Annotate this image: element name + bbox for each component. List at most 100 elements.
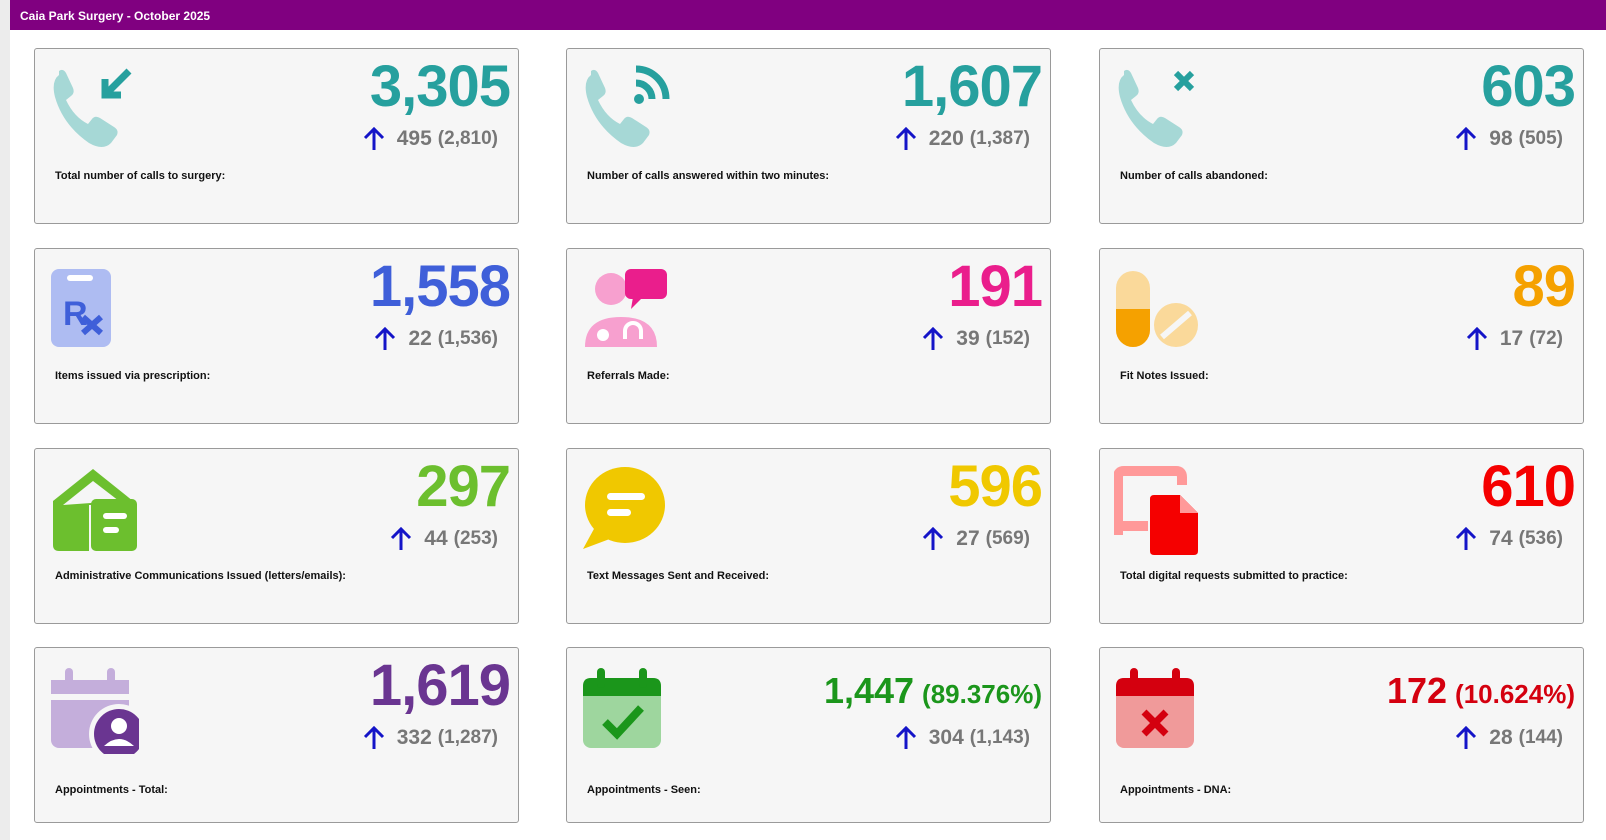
card-icon (585, 65, 670, 147)
value-number: 3,305 (369, 54, 511, 119)
card-label: Administrative Communications Issued (le… (55, 570, 346, 582)
stat-value: 1,447 (89.376%) (824, 670, 1042, 712)
previous-value: (2,810) (437, 128, 498, 149)
card-icon (1116, 668, 1194, 748)
previous-value: (505) (1518, 128, 1563, 149)
stat-card: 603 98 (505) Number of calls abandoned: (1099, 48, 1584, 224)
value-percent: (89.376%) (922, 679, 1042, 709)
change-row: 27 (569) (922, 527, 1030, 551)
card-icon (1118, 69, 1195, 147)
up-arrow (363, 127, 384, 150)
up-arrow (363, 726, 384, 749)
change-value: 220 (928, 127, 964, 150)
value-number: 1,619 (369, 653, 511, 718)
change-row: 28 (144) (1455, 726, 1563, 750)
up-arrow (1466, 327, 1487, 350)
card-label: Appointments - DNA: (1120, 784, 1232, 796)
change-value: 39 (956, 327, 980, 350)
value-percent: (10.624%) (1455, 679, 1575, 709)
card-label: Appointments - Seen: (587, 784, 701, 796)
stat-card: 1,447 (89.376%) 304 (1,143) Appointments - S… (566, 647, 1051, 823)
change-value: 28 (1489, 726, 1513, 749)
stat-card: 596 27 (569) Text Messages Sent and Receive… (566, 448, 1051, 624)
up-arrow (895, 726, 916, 749)
svg-text:R: R (63, 295, 88, 333)
change-row: 74 (536) (1455, 527, 1563, 551)
card-label: Total digital requests submitted to prac… (1120, 570, 1348, 582)
card-label: Fit Notes Issued: (1120, 370, 1209, 382)
value-number: 297 (416, 454, 511, 519)
change-row: 44 (253) (390, 527, 498, 551)
card-icon (1114, 466, 1198, 555)
previous-value: (152) (985, 328, 1030, 349)
card-label: Referrals Made: (587, 370, 670, 382)
value-number: 89 (1512, 254, 1576, 319)
stat-card: 610 74 (536) Total digital requests submitt… (1099, 448, 1584, 624)
up-arrow (1456, 127, 1477, 150)
previous-value: (569) (985, 528, 1030, 549)
card-label: Appointments - Total: (55, 784, 168, 796)
card-label: Total number of calls to surgery: (55, 170, 226, 182)
change-value: 98 (1489, 127, 1513, 150)
value-number: 610 (1481, 454, 1576, 519)
change-row: 332 (1,287) (363, 726, 498, 750)
change-value: 74 (1489, 527, 1513, 550)
value-number: 603 (1481, 54, 1576, 119)
previous-value: (1,143) (969, 727, 1030, 748)
card-label: Number of calls abandoned: (1120, 170, 1268, 182)
previous-value: (536) (1518, 528, 1563, 549)
change-row: 495 (2,810) (363, 127, 498, 151)
value-number: 1,607 (901, 54, 1043, 119)
card-icon (1116, 271, 1198, 347)
card-icon (583, 467, 665, 549)
value-number: 596 (948, 454, 1043, 519)
card-label: Items issued via prescription: (55, 370, 211, 382)
change-row: 98 (505) (1455, 127, 1563, 151)
stat-value: 3,305 (369, 53, 511, 120)
stat-card: 1,619 332 (1,287) Appointments - Total: (34, 647, 519, 823)
stat-card: 172 (10.624%) 28 (144) Appointments - DNA: (1099, 647, 1584, 823)
change-value: 17 (1499, 327, 1524, 350)
change-value: 27 (956, 527, 980, 550)
previous-value: (1,536) (437, 328, 498, 349)
card-icon (583, 668, 661, 748)
stat-value: 172 (10.624%) (1387, 670, 1575, 712)
change-value: 44 (424, 527, 448, 550)
card-icon (53, 68, 132, 147)
card-icon (585, 269, 667, 347)
change-row: 17 (72) (1466, 327, 1563, 351)
change-value: 304 (928, 726, 964, 749)
previous-value: (253) (453, 528, 498, 549)
stat-card: 297 44 (253) Administrative Communications … (34, 448, 519, 624)
stat-value: 603 (1481, 53, 1576, 120)
card-label: Text Messages Sent and Received: (587, 570, 769, 582)
stat-card: 89 17 (72) Fit Notes Issued: (1099, 248, 1584, 424)
stat-card: R 1,558 22 (1,536) Items issued via prescrip… (34, 248, 519, 424)
change-value: 495 (396, 127, 432, 150)
change-row: 304 (1,143) (895, 726, 1030, 750)
up-arrow (375, 327, 396, 350)
up-arrow (391, 527, 412, 550)
up-arrow (1456, 726, 1477, 749)
up-arrow (895, 127, 916, 150)
stat-value: 191 (948, 253, 1043, 320)
stat-value: 89 (1512, 253, 1576, 320)
header-bar: Caia Park Surgery - October 2025 (10, 0, 1606, 30)
stat-value: 610 (1481, 453, 1576, 520)
stat-value: 297 (416, 453, 511, 520)
value-number: 172 (1386, 670, 1448, 711)
previous-value: (72) (1529, 328, 1563, 349)
stat-card: 191 39 (152) Referrals Made: (566, 248, 1051, 424)
up-arrow (923, 327, 944, 350)
card-icon (53, 469, 137, 551)
card-icon: R (51, 269, 111, 347)
value-number: 191 (948, 254, 1043, 319)
value-number: 1,447 (823, 670, 915, 711)
stat-value: 1,619 (369, 652, 511, 719)
card-label: Number of calls answered within two minu… (587, 170, 830, 182)
change-value: 22 (408, 327, 432, 350)
stat-card: 3,305 495 (2,810) Total number of calls to … (34, 48, 519, 224)
stat-value: 596 (948, 453, 1043, 520)
previous-value: (144) (1518, 727, 1563, 748)
up-arrow (923, 527, 944, 550)
